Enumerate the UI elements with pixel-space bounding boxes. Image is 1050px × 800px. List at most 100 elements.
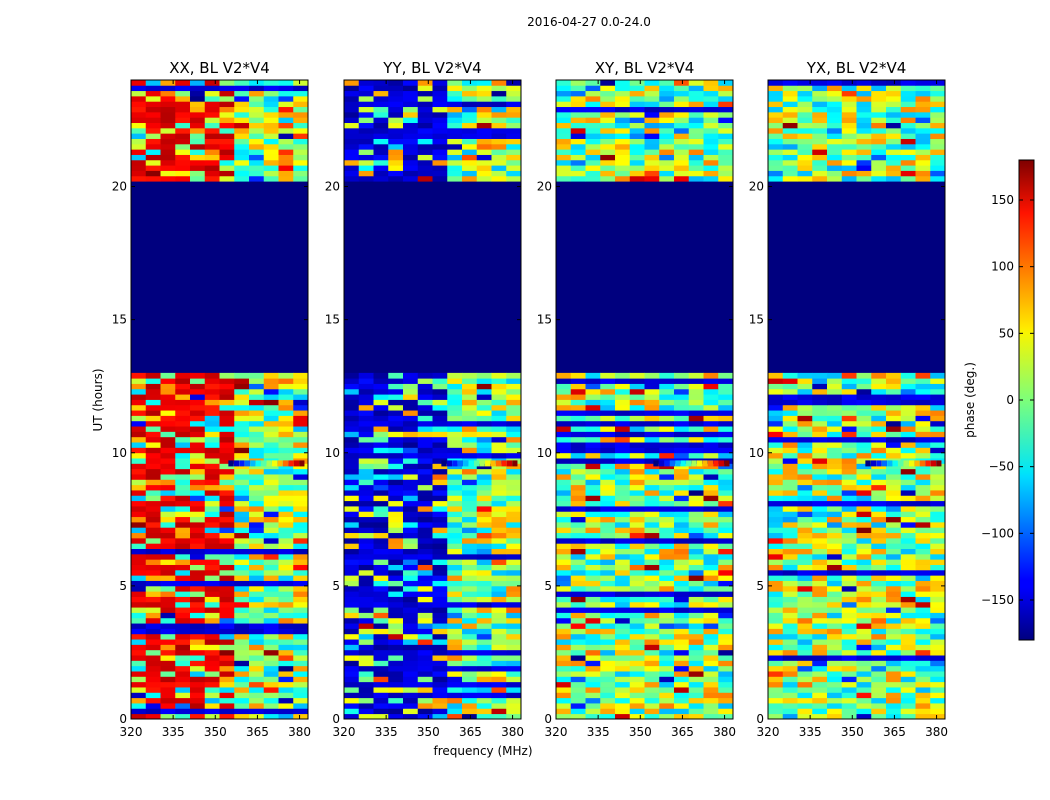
heatmap-cell <box>703 633 719 640</box>
heatmap-cell <box>403 575 419 581</box>
heatmap-cell <box>556 601 572 608</box>
heatmap-cell <box>585 149 601 155</box>
heatmap-cell <box>644 500 660 507</box>
heatmap-cell <box>718 580 734 587</box>
heatmap-cell <box>344 671 360 677</box>
heatmap-cell <box>556 585 572 592</box>
heatmap-cell <box>556 154 572 161</box>
heatmap-cell <box>447 101 463 108</box>
heatmap-cell <box>293 713 309 720</box>
heatmap-cell <box>263 559 279 565</box>
heatmap-cell <box>718 95 734 102</box>
heatmap-cell <box>447 601 463 608</box>
heatmap-cell <box>703 85 719 92</box>
heatmap-cell <box>930 697 946 704</box>
heatmap-cell <box>249 143 265 150</box>
heatmap-cell <box>293 388 309 395</box>
heatmap-cell <box>506 655 522 661</box>
heatmap-cell <box>841 399 857 406</box>
heatmap-cell <box>812 149 828 155</box>
heatmap-cell <box>871 474 887 480</box>
heatmap-cell <box>432 170 448 177</box>
heatmap-cell <box>782 516 798 523</box>
heatmap-cell <box>841 564 857 571</box>
heatmap-cell <box>615 463 631 470</box>
heatmap-cell <box>417 500 433 507</box>
heatmap-cell <box>506 681 522 688</box>
heatmap-cell <box>915 378 931 384</box>
heatmap-cell <box>160 399 176 406</box>
heatmap-cell <box>462 388 478 395</box>
heatmap-cell <box>629 452 645 459</box>
heatmap-cell <box>659 532 675 539</box>
heatmap-cell <box>718 703 734 709</box>
heatmap-cell <box>718 159 734 166</box>
heatmap-cell <box>768 713 784 720</box>
heatmap-cell <box>600 410 616 416</box>
heatmap-cell <box>491 474 507 480</box>
heatmap-cell <box>234 532 250 539</box>
heatmap-cell <box>797 665 813 672</box>
heatmap-cell <box>644 665 660 672</box>
heatmap-cell <box>204 708 220 715</box>
heatmap-cell <box>388 490 404 496</box>
heatmap-cell <box>403 111 419 118</box>
heatmap-cell <box>871 175 887 182</box>
heatmap-cell <box>782 399 798 406</box>
heatmap-cell <box>585 85 601 92</box>
heatmap-cell <box>175 378 191 384</box>
heatmap-cell <box>827 159 843 166</box>
heatmap-cell <box>718 484 734 491</box>
heatmap-cell <box>145 569 161 576</box>
heatmap-cell <box>782 692 798 699</box>
heatmap-cell <box>900 442 916 448</box>
heatmap-cell <box>688 575 704 581</box>
heatmap-cell <box>145 585 161 592</box>
heatmap-cell <box>432 143 448 150</box>
heatmap-cell <box>344 458 360 464</box>
heatmap-cell <box>447 671 463 677</box>
heatmap-cell <box>797 623 813 629</box>
heatmap-cell <box>556 500 572 507</box>
heatmap-cell <box>278 159 294 166</box>
heatmap-cell <box>175 511 191 518</box>
heatmap-cell <box>388 564 404 571</box>
heatmap-cell <box>659 697 675 704</box>
heatmap-cell <box>373 479 389 486</box>
fringe-mark <box>724 460 730 467</box>
heatmap-cell <box>930 420 946 427</box>
heatmap-cell <box>263 532 279 539</box>
heatmap-cell <box>782 479 798 486</box>
heatmap-cell <box>782 431 798 438</box>
heatmap-cell <box>432 117 448 124</box>
heatmap-cell <box>703 80 719 86</box>
heatmap-cell <box>190 527 206 534</box>
fringe-mark <box>702 460 708 467</box>
heatmap-cell <box>556 442 572 448</box>
heatmap-cell <box>674 170 690 177</box>
heatmap-cell <box>145 495 161 502</box>
heatmap-cell <box>659 548 675 555</box>
heatmap-cell <box>293 500 309 507</box>
heatmap-cell <box>886 383 902 390</box>
heatmap-cell <box>827 612 843 619</box>
heatmap-cell <box>278 484 294 491</box>
heatmap-cell <box>900 532 916 539</box>
heatmap-cell <box>718 106 734 113</box>
heatmap-cell <box>506 708 522 715</box>
heatmap-cell <box>871 404 887 411</box>
heatmap-cell <box>175 623 191 629</box>
heatmap-cell <box>703 580 719 587</box>
heatmap-cell <box>600 537 616 544</box>
heatmap-cell <box>556 660 572 667</box>
heatmap-cell <box>204 623 220 629</box>
heatmap-cell <box>160 149 176 155</box>
heatmap-cell <box>812 564 828 571</box>
heatmap-cell <box>491 644 507 651</box>
heatmap-cell <box>344 649 360 656</box>
heatmap-cell <box>249 575 265 581</box>
heatmap-cell <box>476 149 492 155</box>
heatmap-cell <box>629 532 645 539</box>
heatmap-cell <box>703 143 719 150</box>
heatmap-cell <box>388 452 404 459</box>
